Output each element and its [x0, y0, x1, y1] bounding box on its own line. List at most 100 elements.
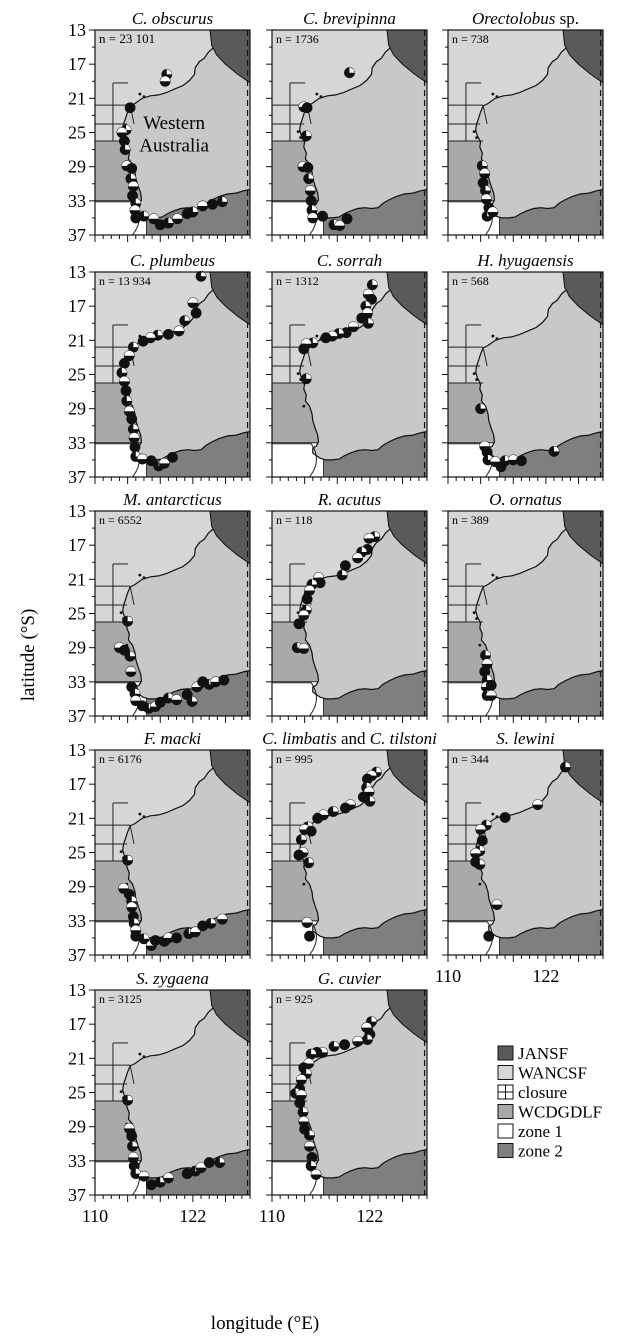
legend-label: zone 2	[518, 1142, 563, 1161]
map-panel: C. brevipinna n = 1736	[266, 9, 428, 242]
x-tick-label: 110	[259, 1206, 285, 1226]
sighting-marker	[304, 585, 315, 596]
sighting-marker	[163, 1172, 174, 1184]
sighting-marker	[171, 694, 182, 706]
sample-size-label: n = 13 934	[99, 274, 151, 288]
x-tick-label: 110	[435, 966, 461, 986]
y-tick-label: 17	[68, 535, 86, 555]
sighting-marker	[348, 321, 359, 333]
axis-ticks	[89, 749, 251, 962]
y-tick-label: 13	[68, 980, 86, 1000]
map-panel: S. lewini n = 344 110 122	[435, 729, 604, 986]
sighting-marker	[298, 343, 310, 355]
sample-size-label: n = 738	[452, 32, 489, 46]
sighting-marker	[187, 297, 199, 309]
sighting-marker	[305, 1048, 317, 1060]
panel-title: Orectolobus sp.	[472, 9, 579, 28]
map-panel: C. plumbeus n = 13 934 13 17 21 25 29 33 37	[68, 251, 251, 487]
sighting-marker	[116, 127, 128, 138]
sighting-marker	[129, 441, 141, 453]
sighting-marker	[293, 618, 305, 630]
sighting-marker	[171, 932, 182, 944]
sighting-marker	[301, 917, 313, 928]
sighting-marker	[304, 1140, 315, 1152]
sighting-marker	[173, 325, 185, 337]
sighting-markers	[116, 270, 207, 472]
axis-ticks	[442, 271, 604, 484]
sighting-marker	[145, 455, 157, 467]
map-panel: H. hyugaensis n = 568	[442, 251, 604, 484]
sighting-marker	[300, 130, 312, 142]
y-tick-label: 29	[68, 638, 86, 658]
sighting-marker	[128, 432, 140, 444]
sighting-marker	[301, 102, 313, 114]
sighting-marker	[179, 315, 191, 327]
map-panel: C. sorrah n = 1312	[266, 251, 428, 484]
sighting-markers	[297, 67, 355, 232]
sighting-marker	[336, 569, 348, 581]
sighting-marker	[124, 650, 136, 662]
sighting-marker	[163, 328, 174, 340]
sighting-marker	[218, 674, 230, 686]
sample-size-label: n = 389	[452, 513, 489, 527]
sighting-marker	[301, 593, 313, 605]
sighting-marker	[304, 930, 315, 942]
sighting-marker	[479, 440, 491, 452]
y-tick-label: 13	[68, 740, 86, 760]
y-tick-label: 21	[68, 88, 86, 108]
map-panel: G. cuvier n = 925 110 122	[259, 969, 428, 1226]
panel-title: F. macki	[143, 729, 202, 748]
axis-ticks	[266, 510, 428, 723]
sighting-markers	[122, 1094, 226, 1191]
y-tick-label: 21	[68, 1048, 86, 1068]
axis-ticks	[266, 989, 428, 1202]
sighting-marker	[203, 1157, 215, 1168]
sighting-marker	[366, 279, 378, 291]
y-tick-label: 33	[68, 191, 86, 211]
x-tick-label: 110	[82, 1206, 108, 1226]
sighting-marker	[302, 162, 314, 173]
sighting-marker	[475, 824, 487, 835]
sighting-marker	[195, 270, 207, 282]
sighting-marker	[340, 560, 351, 572]
y-axis-label: latitude (°S)	[18, 609, 39, 702]
sighting-marker	[138, 933, 150, 945]
sighting-marker	[480, 193, 492, 205]
sighting-marker	[126, 413, 138, 425]
legend-item: WANCSF	[497, 1064, 587, 1083]
sighting-marker	[190, 307, 202, 319]
panel-title: H. hyugaensis	[476, 251, 574, 270]
sighting-marker	[171, 213, 183, 225]
sighting-marker	[293, 849, 305, 861]
sighting-marker	[197, 200, 209, 212]
sighting-marker	[127, 341, 139, 353]
y-tick-label: 33	[68, 433, 86, 453]
sighting-markers	[114, 615, 230, 714]
y-tick-label: 25	[68, 843, 86, 863]
sighting-marker	[294, 1097, 306, 1109]
panel-title: M. antarcticus	[122, 490, 222, 509]
map-panel: R. acutus n = 118	[266, 490, 428, 723]
sample-size-label: n = 995	[276, 752, 313, 766]
sighting-marker	[548, 445, 560, 457]
sighting-markers	[118, 854, 228, 952]
panel-title: C. sorrah	[317, 251, 382, 270]
sighting-marker	[352, 1035, 364, 1047]
axis-ticks	[266, 29, 428, 242]
sighting-marker	[305, 825, 317, 837]
sighting-marker	[122, 854, 134, 866]
y-tick-label: 33	[68, 1151, 86, 1171]
sighting-marker	[116, 367, 128, 379]
sighting-marker	[352, 552, 364, 564]
sighting-marker	[499, 812, 511, 823]
y-tick-label: 21	[68, 330, 86, 350]
sighting-marker	[303, 173, 315, 185]
map-panel: C. limbatis and C. tilstoni n = 995	[262, 729, 437, 962]
sighting-marker	[127, 423, 139, 435]
sighting-marker	[163, 932, 174, 944]
sighting-marker	[298, 643, 310, 654]
